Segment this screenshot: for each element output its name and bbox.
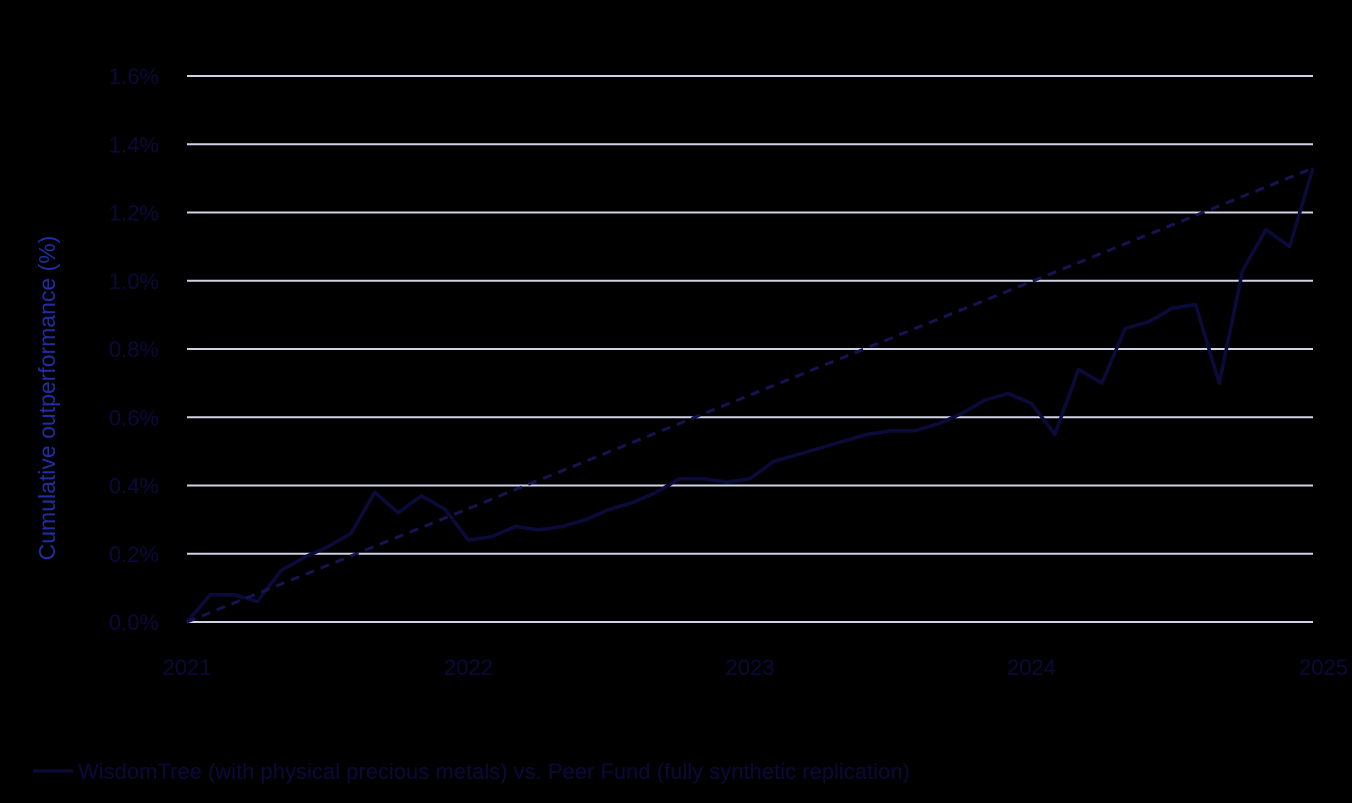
x-tick-label: 2025 <box>1299 655 1348 680</box>
y-tick-label: 0.8% <box>109 337 159 362</box>
y-tick-label: 1.2% <box>109 201 159 226</box>
series-line <box>185 167 1315 624</box>
y-tick-label: 1.4% <box>109 132 159 157</box>
y-tick-label: 1.6% <box>109 64 159 89</box>
y-axis-title: Cumulative outperformance (%) <box>34 236 60 561</box>
y-tick-labels: 0.0% 0.2% 0.4% 0.6% 0.8% 1.0% 1.2% 1.4% 1.6% <box>109 64 159 635</box>
x-tick-label: 2022 <box>444 655 493 680</box>
x-tick-label: 2021 <box>163 655 212 680</box>
y-tick-label: 0.6% <box>109 405 159 430</box>
y-tick-label: 0.0% <box>109 610 159 635</box>
y-tick-label: 0.4% <box>109 474 159 499</box>
x-tick-labels: 2021 2022 2023 2024 2025 <box>163 655 1348 680</box>
trend-line-dashed <box>186 166 1314 624</box>
y-tick-label: 1.0% <box>109 269 159 294</box>
legend: WisdomTree (with physical precious metal… <box>33 759 910 784</box>
grid-lines <box>187 75 1313 623</box>
x-tick-label: 2024 <box>1007 655 1056 680</box>
x-tick-label: 2023 <box>726 655 775 680</box>
series-layer <box>185 166 1315 624</box>
legend-label: WisdomTree (with physical precious metal… <box>78 759 910 784</box>
y-tick-label: 0.2% <box>109 542 159 567</box>
